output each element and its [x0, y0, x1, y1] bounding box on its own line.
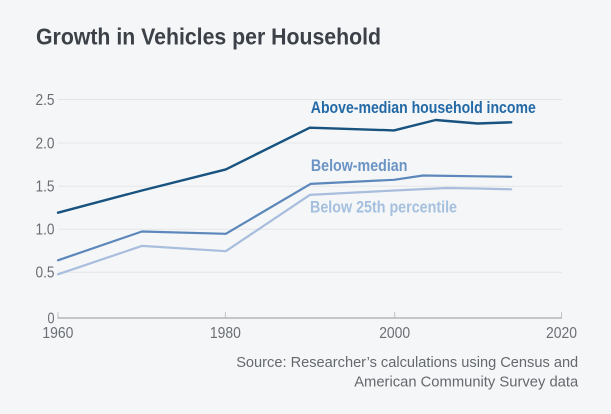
svg-text:2.0: 2.0	[36, 135, 55, 152]
svg-text:1980: 1980	[210, 325, 241, 342]
svg-text:American Community Survey data: American Community Survey data	[354, 373, 579, 390]
svg-text:1960: 1960	[42, 325, 73, 342]
svg-text:Below-median: Below-median	[311, 156, 408, 175]
svg-text:Source: Researcher’s calculati: Source: Researcher’s calculations using …	[236, 354, 578, 371]
svg-text:2020: 2020	[546, 325, 577, 342]
svg-text:Below 25th percentile: Below 25th percentile	[310, 198, 457, 216]
svg-text:0: 0	[48, 310, 55, 327]
svg-text:Growth in Vehicles per Househo: Growth in Vehicles per Household	[36, 24, 381, 50]
svg-text:Above-median household income: Above-median household income	[311, 98, 536, 117]
svg-text:2.5: 2.5	[36, 92, 55, 109]
svg-text:1.5: 1.5	[36, 179, 55, 196]
svg-text:0.5: 0.5	[36, 265, 55, 282]
svg-text:1.0: 1.0	[36, 222, 55, 239]
svg-text:2000: 2000	[379, 325, 410, 342]
